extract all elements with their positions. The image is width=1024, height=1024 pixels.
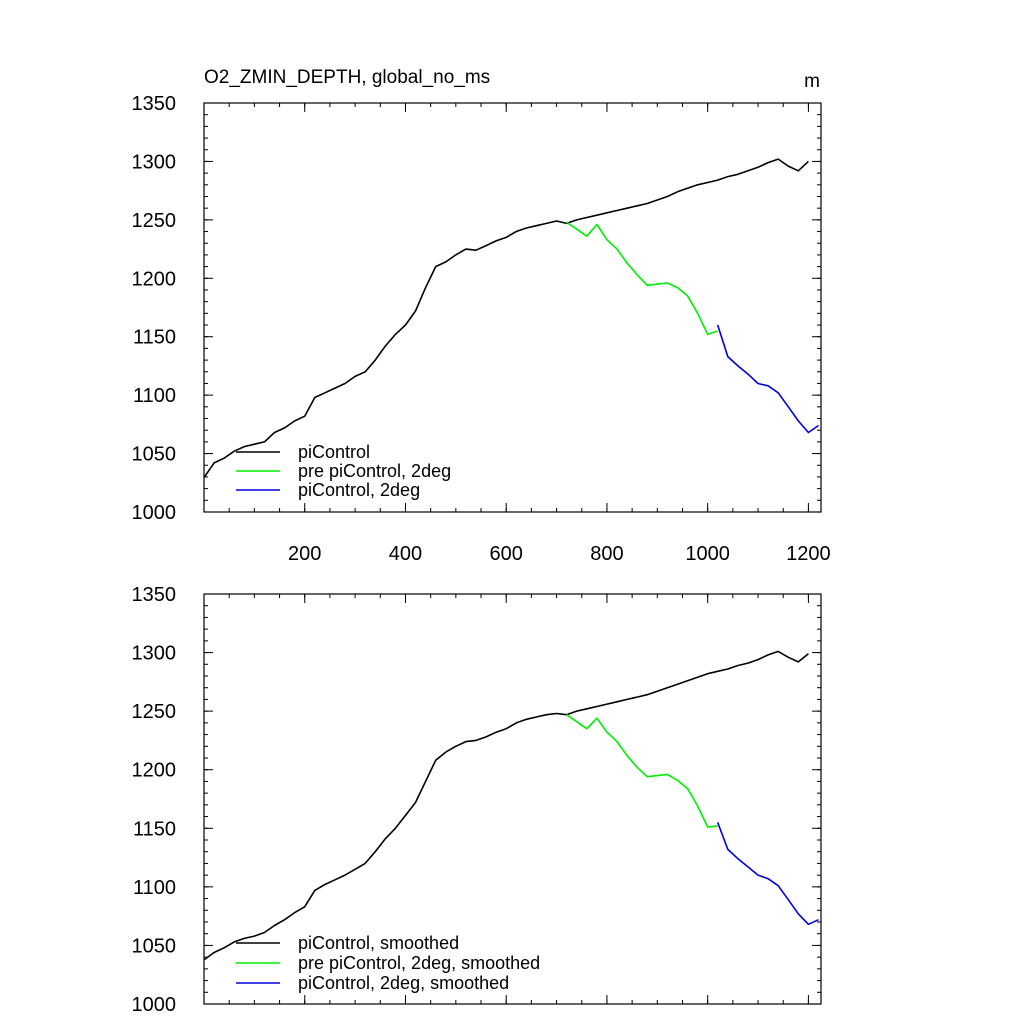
y-tick-label: 1350	[132, 584, 177, 606]
legend-label-0: piControl, smoothed	[298, 933, 459, 953]
series-line-1	[566, 221, 718, 336]
y-tick-label: 1200	[132, 760, 177, 782]
series-line-2	[716, 822, 819, 926]
y-tick-label: 1150	[133, 327, 176, 349]
legend-label-1: pre piControl, 2deg	[298, 461, 451, 481]
units-label: m	[804, 71, 820, 92]
series-line-0	[203, 158, 809, 478]
x-tick-label: 400	[389, 543, 422, 565]
y-tick-label: 1050	[132, 935, 177, 957]
plot-frame	[203, 593, 822, 1005]
x-tick-label: 1000	[685, 543, 730, 565]
y-tick-label: 1000	[132, 502, 177, 524]
y-tick-label: 1200	[132, 268, 177, 290]
series-line-1	[566, 714, 718, 828]
x-tick-label: 600	[490, 543, 523, 565]
legend-label-2: piControl, 2deg, smoothed	[298, 973, 509, 993]
plot-frame	[203, 102, 822, 513]
y-tick-label: 1350	[132, 93, 177, 115]
y-tick-label: 1150	[133, 818, 176, 840]
legend-label-0: piControl	[298, 442, 370, 462]
series-line-2	[716, 324, 819, 434]
chart-title: O2_ZMIN_DEPTH, global_no_ms	[204, 67, 490, 88]
y-tick-label: 1300	[132, 151, 177, 173]
top-panel: O2_ZMIN_DEPTH, global_no_ms m 1000 1050 11…	[132, 67, 831, 565]
y-tick-label: 1250	[132, 210, 177, 232]
x-tick-label: 200	[288, 543, 321, 565]
x-tick-label: 1200	[786, 543, 831, 565]
legend-label-1: pre piControl, 2deg, smoothed	[298, 953, 540, 973]
y-tick-label: 1300	[132, 643, 177, 665]
series-line-0	[204, 650, 809, 961]
y-tick-label: 1100	[133, 385, 176, 407]
y-tick-label: 1100	[133, 877, 176, 899]
y-tick-label: 1000	[132, 994, 177, 1016]
x-tick-label: 800	[590, 543, 623, 565]
y-tick-label: 1250	[132, 701, 177, 723]
y-tick-label: 1050	[132, 444, 177, 466]
legend-label-2: piControl, 2deg	[298, 480, 420, 500]
bottom-panel: 1000 1050 1100 1150 1200 1250 1300 1350 piContro…	[132, 584, 822, 1016]
